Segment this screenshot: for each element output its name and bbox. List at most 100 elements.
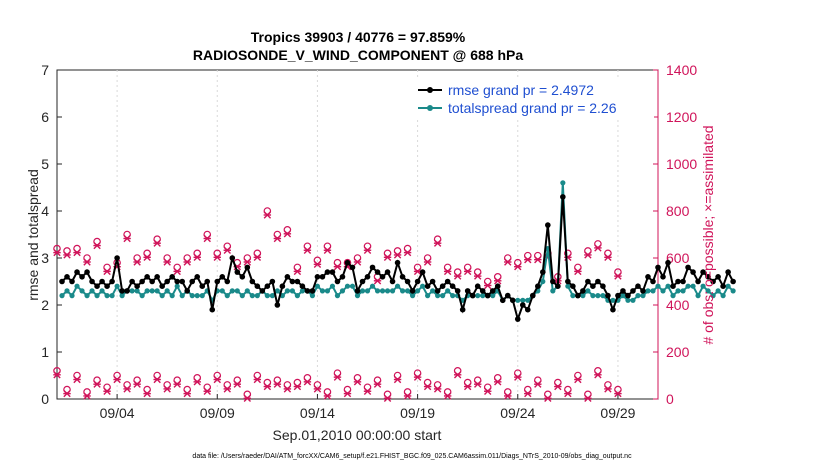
rmse-point (389, 278, 396, 285)
obs-assimilated-marker (584, 251, 592, 259)
rmse-point (715, 274, 721, 280)
rmse-point (399, 274, 406, 280)
obs-assimilated-marker (353, 258, 362, 266)
rmse-point (204, 278, 211, 285)
spread-point (99, 288, 105, 294)
rmse-point (149, 278, 155, 285)
spread-point (665, 283, 671, 289)
rmse-point (469, 292, 476, 299)
rmse-point (184, 288, 191, 294)
rmse-point (374, 269, 381, 275)
obs-assimilated-marker (323, 392, 332, 400)
x-axis-label: Sep.01,2010 00:00:00 start (273, 427, 442, 443)
rmse-point (600, 283, 606, 290)
rmse-point (620, 288, 626, 294)
obs-assimilated-marker (213, 253, 221, 261)
rmse-point (514, 316, 521, 322)
spread-point (219, 288, 225, 294)
rmse-point (319, 274, 326, 280)
rmse-point (84, 269, 90, 275)
obs-assimilated-marker (183, 389, 191, 398)
spread-point (79, 288, 85, 294)
obs-assimilated-marker (73, 248, 81, 257)
x-tick-label: 09/14 (300, 405, 335, 421)
rmse-point (379, 274, 386, 280)
obs-assimilated-marker (283, 230, 292, 238)
spread-point (354, 293, 361, 299)
rmse-point (650, 278, 656, 285)
right-tick-label: 1000 (666, 156, 697, 172)
obs-assimilated-marker (233, 380, 241, 388)
rmse-point (329, 269, 336, 275)
spread-point (134, 288, 140, 294)
spread-point (710, 293, 716, 299)
spread-point (480, 293, 486, 299)
rmse-point (274, 302, 281, 308)
rmse-point (585, 278, 591, 285)
rmse-point (64, 274, 70, 280)
spread-point (369, 283, 376, 289)
x-tick-label: 09/24 (500, 405, 535, 421)
spread-point (630, 297, 636, 303)
obs-assimilated-marker (313, 385, 322, 393)
rmse-point (164, 278, 170, 285)
rmse-point (670, 283, 676, 290)
chart-title-line2: RADIOSONDE_V_WIND_COMPONENT @ 688 hPa (193, 47, 523, 63)
spread-point (700, 283, 706, 289)
spread-point (139, 293, 145, 299)
rmse-point (304, 288, 311, 294)
rmse-point (720, 283, 726, 290)
rmse-point (655, 264, 661, 271)
right-tick-label: 400 (666, 297, 690, 313)
rmse-point (625, 292, 631, 299)
rmse-point (575, 292, 581, 299)
obs-assimilated-marker (373, 277, 382, 285)
obs-assimilated-marker (453, 272, 462, 280)
rmse-point (139, 278, 145, 285)
obs-assimilated-marker (443, 267, 452, 276)
obs-assimilated-marker (223, 246, 231, 254)
obs-assimilated-marker (423, 258, 432, 266)
rmse-point (394, 259, 401, 266)
rmse-point (134, 283, 140, 290)
spread-point (515, 297, 521, 303)
obs-assimilated-marker (574, 375, 582, 384)
rmse-point (69, 278, 75, 285)
obs-assimilated-marker (143, 389, 151, 398)
rmse-point (124, 288, 130, 294)
obs-assimilated-marker (463, 382, 472, 391)
spread-point (309, 293, 316, 299)
spread-point (490, 293, 496, 299)
spread-point (725, 283, 731, 289)
obs-assimilated-marker (243, 258, 252, 266)
obs-assimilated-marker (604, 253, 612, 261)
obs-assimilated-marker (143, 253, 151, 261)
rmse-point (219, 274, 226, 280)
spread-point (389, 288, 396, 294)
obs-assimilated-marker (133, 258, 141, 266)
right-tick-label: 1400 (666, 62, 697, 78)
rmse-point (79, 274, 85, 280)
obs-assimilated-marker (383, 253, 392, 261)
plot-frame (56, 69, 659, 400)
rmse-point (279, 283, 286, 290)
legend-spread-label: totalspread grand pr = 2.26 (448, 100, 617, 116)
rmse-point (114, 255, 120, 261)
obs-assimilated-marker (293, 267, 302, 276)
obs-assimilated-marker (273, 380, 282, 388)
rmse-point (234, 269, 241, 275)
rmse-point (119, 288, 125, 294)
obs-assimilated-marker (73, 375, 81, 384)
rmse-point (464, 288, 471, 294)
spread-point (409, 293, 416, 299)
spread-point (174, 283, 180, 289)
rmse-point (429, 278, 436, 285)
spread-point (169, 293, 175, 299)
right-tick-label: 1200 (666, 109, 697, 125)
spread-point (590, 293, 596, 299)
obs-assimilated-marker (614, 272, 622, 280)
spread-point (114, 283, 120, 289)
spread-point (74, 283, 80, 289)
rmse-point (209, 306, 216, 313)
rmse-point (89, 278, 95, 285)
